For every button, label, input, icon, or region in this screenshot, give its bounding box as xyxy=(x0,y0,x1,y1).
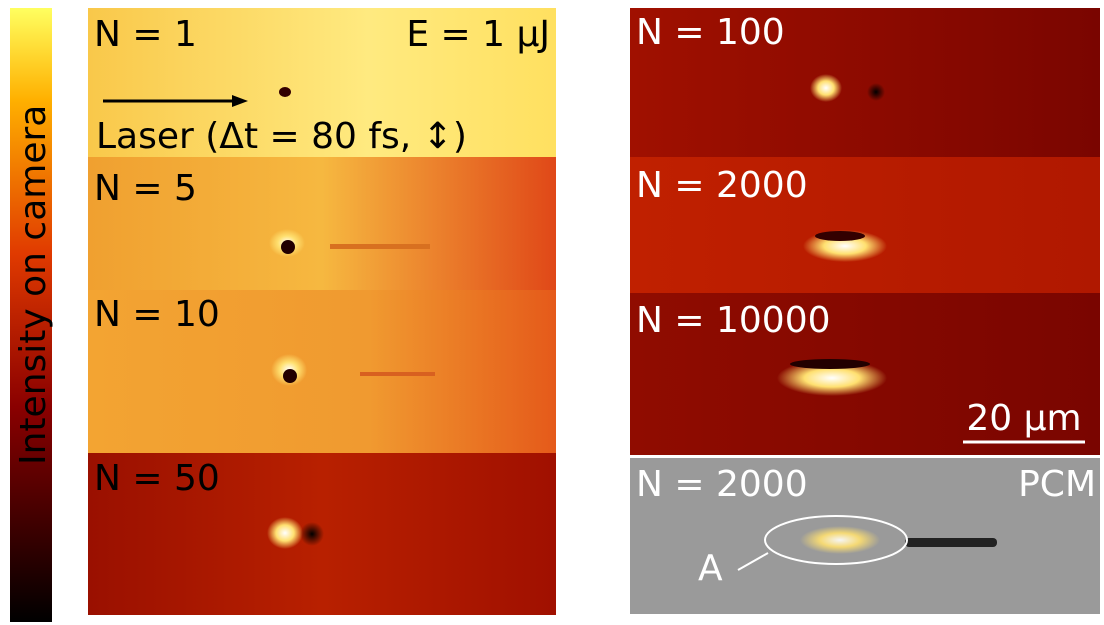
feature xyxy=(279,87,291,97)
panel-label: N = 100 xyxy=(636,12,785,53)
panel-label: N = 10 xyxy=(94,294,220,335)
feature xyxy=(267,517,303,549)
scale-bar-label: 20 µm xyxy=(966,398,1081,439)
feature xyxy=(360,372,435,376)
figure: Intensity on camera N = 1 E = 1 µJ Laser… xyxy=(0,0,1104,625)
feature xyxy=(283,369,297,383)
feature xyxy=(300,522,324,546)
feature xyxy=(281,240,295,254)
laser-label: Laser (Δt = 80 fs, ↕) xyxy=(96,116,467,157)
feature xyxy=(800,526,880,554)
feature xyxy=(810,74,842,102)
panel-label: N = 50 xyxy=(94,458,220,499)
feature xyxy=(905,538,997,547)
mode-label: PCM xyxy=(1018,464,1096,505)
feature xyxy=(867,83,885,101)
panel-label: N = 1 xyxy=(94,14,197,55)
panel-label: N = 10000 xyxy=(636,300,831,341)
marker-label: A xyxy=(698,548,723,589)
panel-label: N = 2000 xyxy=(636,165,808,206)
panel-label: N = 2000 xyxy=(636,464,808,505)
colorbar-label: Intensity on camera xyxy=(13,105,54,465)
panel-label: N = 5 xyxy=(94,168,197,209)
feature xyxy=(330,244,430,249)
feature xyxy=(790,359,870,369)
feature xyxy=(815,231,865,241)
energy-label: E = 1 µJ xyxy=(406,14,550,55)
